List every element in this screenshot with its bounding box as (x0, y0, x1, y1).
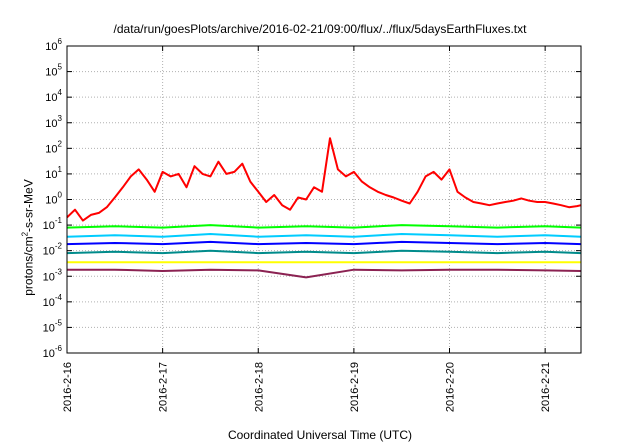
y-tick-label: 102 (45, 139, 62, 155)
y-tick-label: 10-6 (43, 344, 63, 360)
series-line-0 (66, 137, 582, 222)
series-line-6 (67, 268, 582, 279)
x-tick-label: 2016-2-16 (62, 362, 74, 412)
y-tick-label: 106 (45, 37, 62, 53)
series-line-2 (66, 233, 582, 238)
x-tick-label: 2016-2-19 (349, 362, 361, 412)
y-tick-label: 10-3 (43, 267, 63, 283)
plot-frame (66, 45, 582, 354)
x-tick-label: 2016-2-21 (540, 362, 552, 412)
series-line-3 (66, 240, 582, 246)
x-tick-label: 2016-2-18 (253, 362, 265, 412)
x-axis-label: Coordinated Universal Time (UTC) (227, 428, 413, 442)
y-tick-label: 101 (45, 165, 62, 181)
chart-title: /data/run/goesPlots/archive/2016-02-21/0… (113, 22, 527, 36)
y-tick-label: 100 (45, 191, 62, 207)
x-tick-label: 2016-2-17 (158, 362, 170, 412)
y-tick-label: 103 (45, 114, 62, 130)
y-tick-label: 10-4 (43, 293, 63, 309)
x-tick-label: 2016-2-20 (445, 362, 457, 412)
y-tick-label: 10-2 (43, 242, 63, 258)
y-tick-label: 10-5 (43, 318, 63, 334)
series-line-1 (66, 224, 582, 229)
series-line-4 (66, 249, 582, 255)
y-tick-label: 104 (45, 88, 62, 104)
y-tick-label: 10-1 (43, 216, 63, 232)
y-tick-label: 105 (45, 63, 62, 79)
